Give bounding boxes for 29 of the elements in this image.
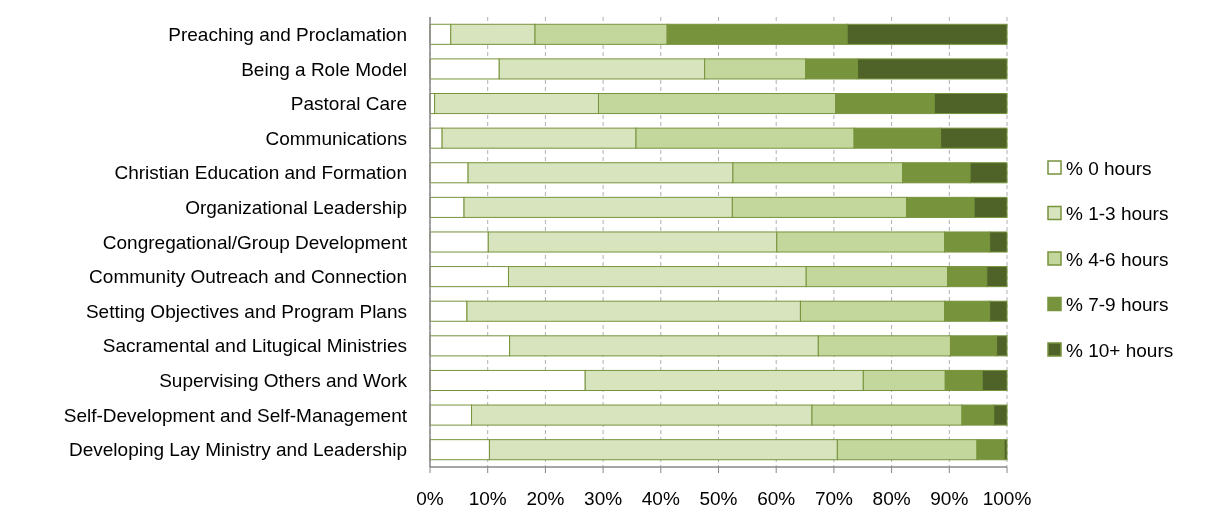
x-tick-label: 40% <box>641 488 680 509</box>
y-tick-label: Sacramental and Litugical Ministries <box>102 335 407 357</box>
y-tick-label: Community Outreach and Connection <box>89 266 407 288</box>
y-tick-label: Christian Education and Formation <box>114 162 407 184</box>
x-tick-label: 10% <box>468 488 507 509</box>
y-tick-label: Organizational Leadership <box>185 197 407 219</box>
y-tick-label: Self-Development and Self-Management <box>63 404 408 426</box>
x-tick-label: 50% <box>699 488 738 509</box>
legend-label: % 0 hours <box>1066 157 1152 179</box>
x-tick-label: 90% <box>930 488 969 509</box>
y-tick-label: Congregational/Group Development <box>102 231 408 253</box>
x-tick-label: 70% <box>814 488 854 509</box>
y-tick-label: Preaching and Proclamation <box>168 23 407 45</box>
y-tick-label: Supervising Others and Work <box>159 370 408 392</box>
y-tick-label: Developing Lay Ministry and Leadership <box>69 439 407 461</box>
x-tick-label: 0% <box>416 488 444 509</box>
legend-label: % 10+ hours <box>1066 339 1174 361</box>
x-tick-label: 100% <box>982 488 1032 509</box>
x-tick-label: 20% <box>526 488 565 509</box>
legend-label: % 4-6 hours <box>1066 248 1169 270</box>
x-tick-label: 30% <box>584 488 623 509</box>
x-tick-label: 60% <box>757 488 796 509</box>
x-tick-label: 80% <box>872 488 911 509</box>
y-tick-label: Communications <box>265 127 407 149</box>
y-tick-label: Setting Objectives and Program Plans <box>85 300 407 322</box>
y-tick-label: Pastoral Care <box>290 93 407 115</box>
legend-label: % 7-9 hours <box>1066 294 1169 316</box>
legend-label: % 1-3 hours <box>1066 203 1169 225</box>
y-tick-label: Being a Role Model <box>241 58 407 80</box>
